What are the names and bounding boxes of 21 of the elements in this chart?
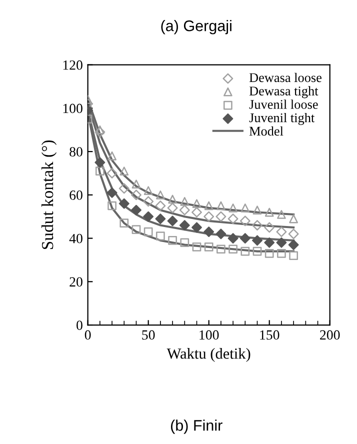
x-tick-label: 50 xyxy=(142,330,155,340)
legend-label: Dewasa tight xyxy=(249,86,318,98)
y-tick-label: 20 xyxy=(70,277,82,287)
legend-label: Model xyxy=(249,126,284,136)
legend-label: Dewasa loose xyxy=(249,72,322,82)
y-tick-label: 40 xyxy=(69,234,82,244)
x-tick-label: 100 xyxy=(200,330,219,340)
y-tick-label: 120 xyxy=(63,60,82,70)
legend-label: Juvenil tight xyxy=(249,112,315,125)
chart-title: (a) Gergaji xyxy=(161,20,232,34)
y-axis-title: Sudut kontak (°) xyxy=(41,140,57,249)
y-tick-label: 100 xyxy=(63,104,82,114)
x-tick-label: 200 xyxy=(320,330,340,340)
text: (b) Finir xyxy=(170,420,222,434)
x-tick-label: 0 xyxy=(84,330,91,340)
y-tick-label: 60 xyxy=(70,190,82,200)
x-tick-label: 150 xyxy=(260,330,280,340)
y-tick-label: 80 xyxy=(70,147,82,157)
legend-label: Juvenil loose xyxy=(249,100,318,109)
x-axis-title: Waktu (detik) xyxy=(166,348,250,362)
y-tick-label: 0 xyxy=(76,320,82,330)
